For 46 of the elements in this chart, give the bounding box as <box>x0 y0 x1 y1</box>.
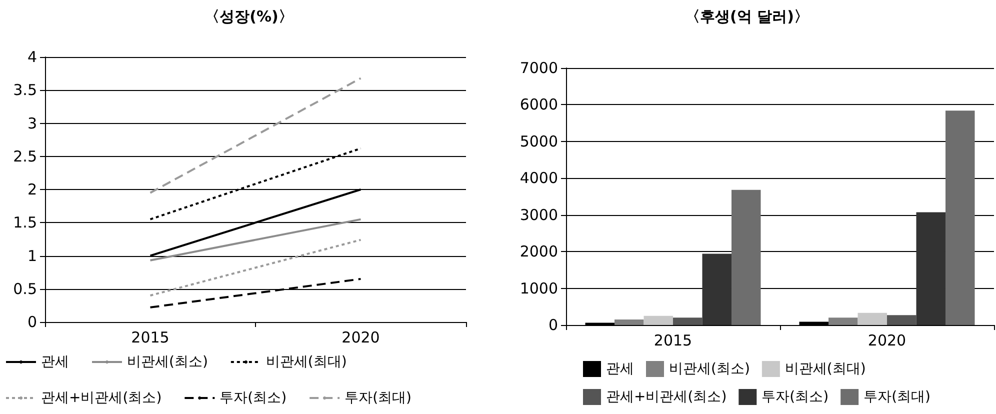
legend-label: 관세+비관세(최소) <box>606 389 727 405</box>
legend-label: 관세+비관세(최소) <box>41 390 162 406</box>
y-tick-label: 3 <box>27 114 37 132</box>
bar <box>702 254 732 325</box>
y-tick-label: 0 <box>548 316 558 334</box>
legend-label: 비관세(최대) <box>266 354 347 370</box>
bar <box>828 318 858 325</box>
y-tick-label: 3.5 <box>13 81 37 100</box>
bar <box>673 318 702 325</box>
chart-title: 〈후생(억 달러)〉 <box>685 8 809 26</box>
y-tick-label: 4000 <box>520 169 558 188</box>
legend-label: 투자(최소) <box>762 389 829 405</box>
bar <box>858 312 887 325</box>
chart-title: 〈성장(%)〉 <box>204 8 294 26</box>
bar <box>916 212 946 325</box>
bar <box>731 190 761 325</box>
y-tick-label: 2000 <box>520 242 558 261</box>
y-tick-label: 1000 <box>520 279 558 298</box>
y-tick-label: 5000 <box>520 132 558 150</box>
legend-label: 비관세(최소) <box>669 361 750 377</box>
legend-label: 관세 <box>41 354 69 370</box>
legend-label: 관세 <box>606 361 634 377</box>
legend-label: 투자(최대) <box>344 390 412 406</box>
legend-label: 투자(최소) <box>220 390 287 406</box>
y-tick-label: 1 <box>27 246 37 265</box>
x-tick-label: 2015 <box>654 332 692 350</box>
y-tick-label: 0.5 <box>13 280 37 298</box>
legend-label: 비관세(최대) <box>784 361 866 377</box>
y-tick-label: 6000 <box>520 96 558 114</box>
y-tick-label: 7000 <box>520 59 558 77</box>
y-tick-label: 3000 <box>520 206 558 224</box>
bar <box>945 110 975 325</box>
y-tick-label: 0 <box>27 313 37 331</box>
y-tick-label: 4 <box>27 48 37 66</box>
bar <box>644 316 673 325</box>
x-tick-label: 2020 <box>342 328 380 346</box>
y-tick-label: 1.5 <box>13 214 37 232</box>
bar <box>887 315 916 325</box>
legend-label: 투자(최대) <box>864 389 931 405</box>
x-tick-label: 2015 <box>131 328 170 346</box>
x-tick-label: 2020 <box>868 332 906 350</box>
bar <box>799 322 829 325</box>
bar <box>614 319 644 325</box>
legend-label: 비관세(최소) <box>127 354 208 370</box>
y-tick-label: 2.5 <box>13 147 37 166</box>
y-tick-label: 2 <box>27 180 37 198</box>
